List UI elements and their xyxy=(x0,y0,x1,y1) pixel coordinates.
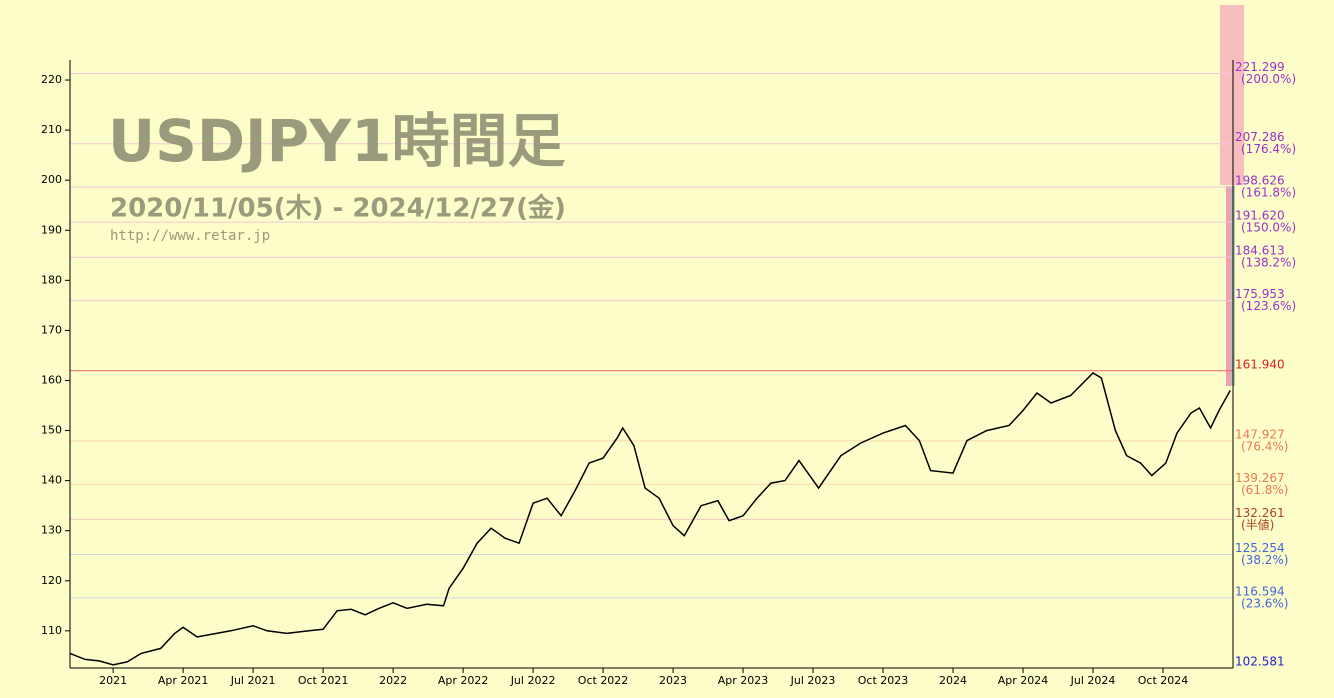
level-note: (38.2%) xyxy=(1241,553,1288,567)
y-tick-label: 130 xyxy=(41,524,62,537)
level-label: 221.299 xyxy=(1235,60,1285,74)
level-label: 191.620 xyxy=(1235,209,1285,223)
y-tick-label: 190 xyxy=(41,223,62,236)
y-tick-label: 120 xyxy=(41,574,62,587)
range-bar xyxy=(1226,186,1231,386)
chart-title: USDJPY1時間足 xyxy=(108,107,565,175)
level-label: 125.254 xyxy=(1235,541,1285,555)
level-note: (200.0%) xyxy=(1241,72,1296,86)
level-note: (138.2%) xyxy=(1241,256,1296,270)
x-tick-label: Jul 2023 xyxy=(790,674,836,687)
level-note: (150.0%) xyxy=(1241,221,1296,235)
level-label: 175.953 xyxy=(1235,287,1285,301)
y-tick-label: 140 xyxy=(41,474,62,487)
x-tick-label: Jul 2024 xyxy=(1070,674,1116,687)
x-tick-label: Oct 2023 xyxy=(858,674,909,687)
level-label: 139.267 xyxy=(1235,471,1285,485)
x-tick-label: Oct 2022 xyxy=(578,674,629,687)
level-note: (61.8%) xyxy=(1241,483,1288,497)
level-label: 161.940 xyxy=(1235,357,1285,371)
level-note: (76.4%) xyxy=(1241,439,1288,453)
x-tick-label: Jul 2021 xyxy=(230,674,276,687)
chart-subtitle: 2020/11/05(木) - 2024/12/27(金) xyxy=(110,193,566,224)
y-tick-label: 150 xyxy=(41,424,62,437)
source: http://www.retar.jp xyxy=(110,228,270,244)
x-tick-label: Oct 2021 xyxy=(298,674,349,687)
y-tick-label: 200 xyxy=(41,173,62,186)
level-label: 147.927 xyxy=(1235,427,1285,441)
level-note: (半値) xyxy=(1241,517,1274,532)
y-tick-label: 170 xyxy=(41,323,62,336)
y-tick-label: 110 xyxy=(41,624,62,637)
y-tick-label: 220 xyxy=(41,73,62,86)
x-tick-label: Apr 2023 xyxy=(718,674,769,687)
x-tick-label: 2024 xyxy=(939,674,967,687)
plot xyxy=(69,372,1231,666)
level-note: (123.6%) xyxy=(1241,299,1296,313)
x-tick-label: Oct 2024 xyxy=(1138,674,1189,687)
x-tick-label: 2021 xyxy=(99,674,127,687)
y-tick-label: 160 xyxy=(41,373,62,386)
x-tick-label: Apr 2024 xyxy=(998,674,1049,687)
level-note: (161.8%) xyxy=(1241,186,1296,200)
x-tick-label: 2023 xyxy=(659,674,687,687)
x-tick-label: 2022 xyxy=(379,674,407,687)
level-note: (23.6%) xyxy=(1241,596,1288,610)
price-line xyxy=(69,372,1231,666)
x-tick-label: Apr 2021 xyxy=(158,674,209,687)
level-label: 184.613 xyxy=(1235,244,1285,258)
x-tick-label: Apr 2022 xyxy=(438,674,489,687)
level-label: 207.286 xyxy=(1235,130,1285,144)
overlap-marker xyxy=(1220,5,1244,185)
level-label: 198.626 xyxy=(1235,174,1285,188)
x-tick-label: Jul 2022 xyxy=(510,674,556,687)
level-label: 102.581 xyxy=(1235,655,1285,669)
level-label: 116.594 xyxy=(1235,584,1285,598)
y-tick-label: 180 xyxy=(41,273,62,286)
y-tick-label: 210 xyxy=(41,123,62,136)
level-label: 132.261 xyxy=(1235,506,1285,520)
level-note: (176.4%) xyxy=(1241,142,1296,156)
